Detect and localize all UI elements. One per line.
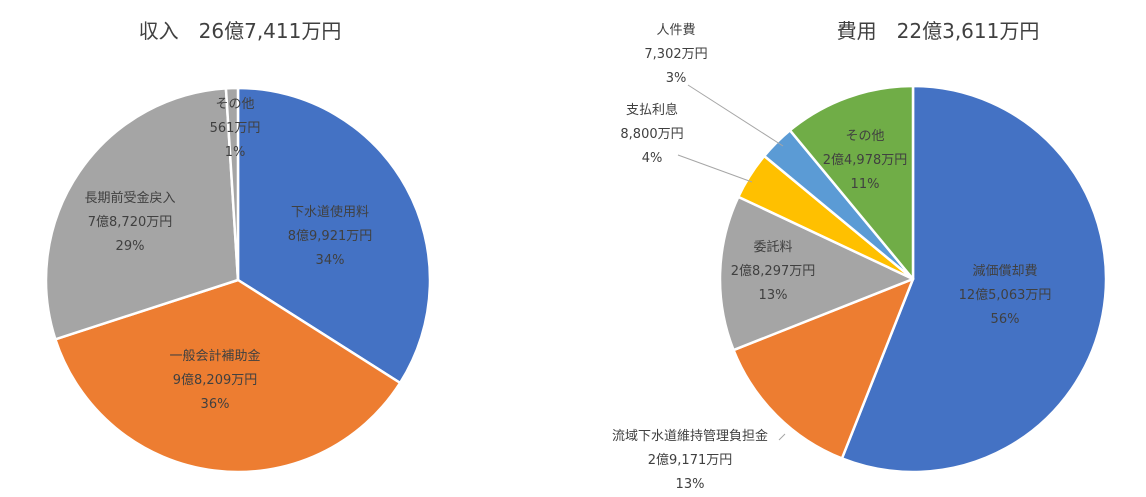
slice-label: その他 561万円 1% [210,97,261,160]
income-chart-title: 収入 26億7,411万円 [139,19,342,43]
expense-pie: 減価償却費 12億5,063万円 56% 流域下水道維持管理負担金 2億9,171万円 1… [612,23,1108,492]
leader-line [677,154,753,183]
pie-slice [224,86,240,282]
leader-line [778,433,786,441]
pie-slice [840,84,1108,474]
slice-label: 一般会計補助金 9億8,209万円 36% [169,348,260,412]
pie-slice [44,87,240,341]
slice-label: 減価償却費 12億5,063万円 56% [959,263,1052,327]
leader-line [687,84,784,147]
pie-slice [718,195,915,352]
pie-slice [732,277,915,460]
pie-slice [788,84,915,281]
slice-label: その他 2億4,978万円 11% [823,129,908,192]
slice-label: 委託料 2億8,297万円 13% [731,239,816,303]
pie-slice [54,278,402,474]
slice-label: 支払利息 8,800万円 4% [620,102,683,166]
income-pie: 下水道使用料 8億9,921万円 34% 一般会計補助金 9億8,209万円 36% 長期前… [44,86,432,474]
slice-label: 長期前受金戻入 7億8,720万円 29% [84,190,175,254]
expense-chart-title: 費用 22億3,611万円 [837,19,1040,43]
slice-label: 人件費 7,302万円 3% [644,23,707,86]
slice-label: 下水道使用料 8億9,921万円 34% [288,204,373,268]
slice-label: 流域下水道維持管理負担金 2億9,171万円 13% [612,428,768,492]
